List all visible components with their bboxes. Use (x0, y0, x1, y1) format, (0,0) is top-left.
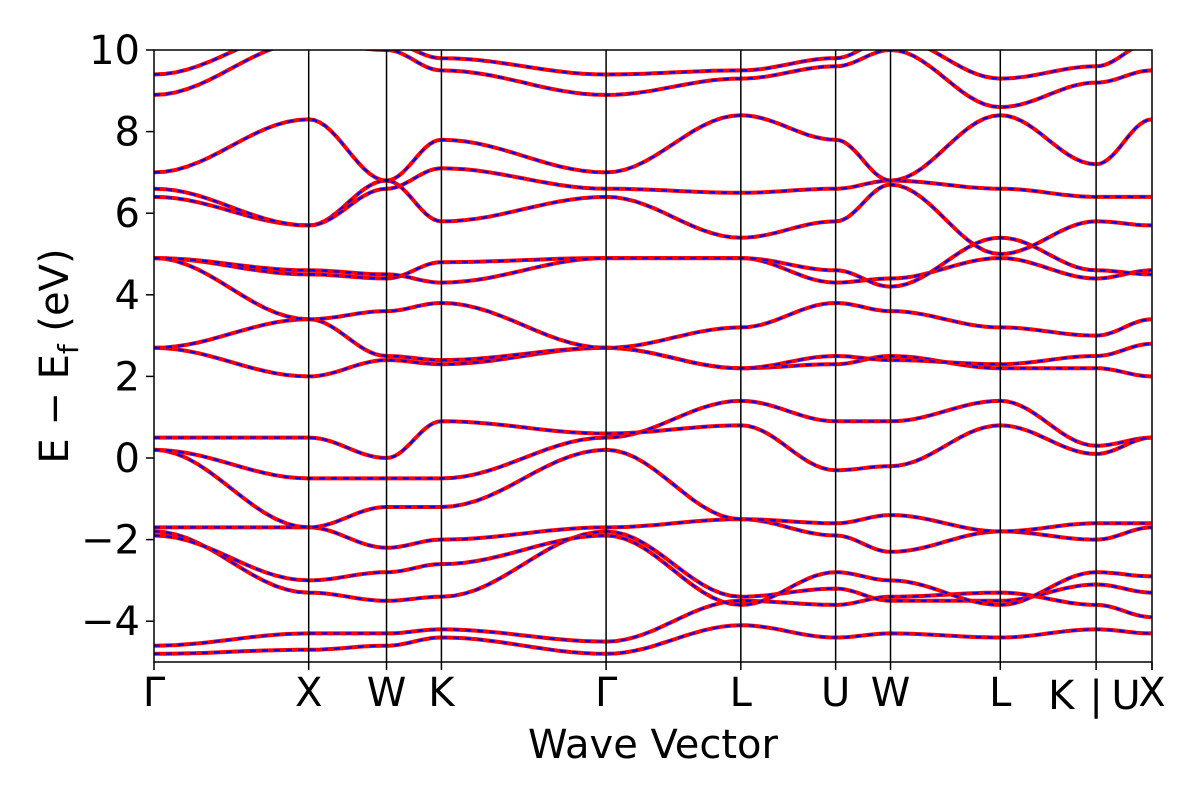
kpoint-label: L (730, 670, 753, 716)
x-axis-label: Wave Vector (528, 722, 779, 768)
y-axis-ticks: −4 −2 0 2 4 6 8 10 (81, 28, 154, 645)
x-axis-ticks: Γ X W K Γ L U W L K | UX (143, 662, 1166, 719)
y-axis-label-subscript: f (52, 343, 85, 354)
svg-text:E − Ef (eV): E − Ef (eV) (32, 248, 85, 463)
kpoint-label: K (428, 670, 456, 716)
y-tick-label: −4 (81, 599, 140, 645)
kpoint-label: | (1089, 673, 1102, 719)
kpoint-label: U (1111, 673, 1140, 719)
plot-frame (153, 49, 1153, 663)
kpoint-label: Γ (143, 670, 166, 716)
kpoint-label: U (821, 670, 850, 716)
high-symmetry-lines (307, 50, 1097, 662)
y-tick-label: 6 (115, 191, 140, 237)
kpoint-label: Γ (595, 670, 618, 716)
kpoint-label: X (1138, 670, 1165, 716)
y-axis-label-unit: (eV) (32, 248, 78, 331)
y-tick-label: 0 (115, 436, 140, 482)
band-line-blue (154, 114, 1152, 182)
kpoint-label: K (1048, 673, 1076, 719)
y-tick-label: −2 (81, 518, 140, 564)
y-tick-label: 2 (115, 354, 140, 400)
y-tick-label: 10 (89, 28, 140, 74)
kpoint-label: L (989, 670, 1012, 716)
band-line-blue (154, 346, 1152, 378)
y-tick-label: 8 (115, 110, 140, 156)
y-tick-label: 4 (115, 273, 140, 319)
kpoint-label: X (295, 670, 322, 716)
band-line-blue (154, 50, 1133, 80)
band-line-blue (154, 257, 1152, 349)
kpoint-label: W (871, 670, 911, 716)
y-axis-label-main: E − E (32, 354, 78, 464)
band-line-blue (154, 448, 1152, 533)
kpoint-label: W (367, 670, 407, 716)
band-line-blue (154, 167, 1152, 227)
y-axis-label: E − Ef (eV) (32, 248, 85, 463)
